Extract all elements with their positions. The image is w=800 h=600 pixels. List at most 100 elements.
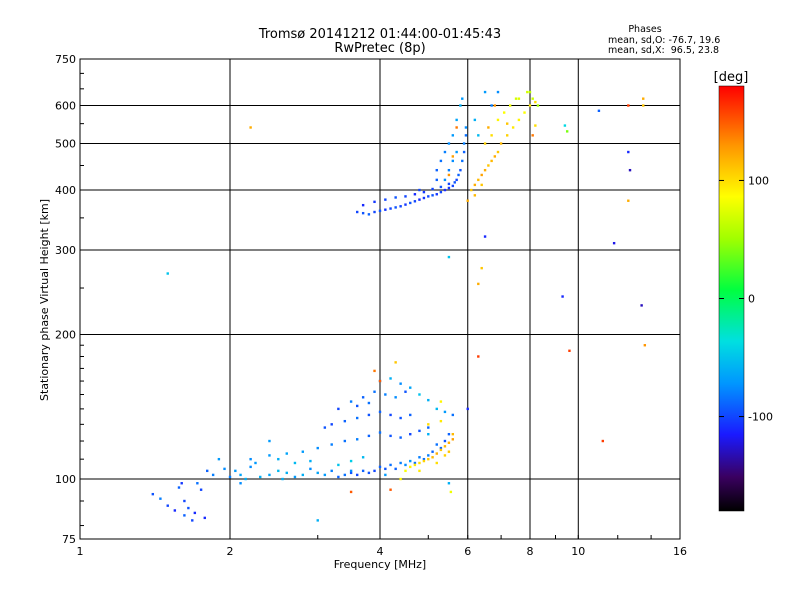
data-point [490,104,493,107]
data-point [389,488,392,491]
data-point [496,150,500,154]
data-point [249,126,252,129]
data-point [443,188,447,192]
data-point [435,461,438,465]
data-point [455,118,458,122]
data-point [439,419,443,423]
data-point [183,514,186,517]
data-point [330,469,333,473]
data-point [293,461,297,465]
data-point [413,193,417,196]
data-point [483,235,487,238]
data-point [323,426,327,429]
data-point [443,150,447,154]
data-point [431,187,434,191]
data-point [439,400,443,403]
data-point [349,490,353,494]
data-point [409,465,412,469]
data-point [330,423,333,426]
data-point [205,469,209,473]
data-point [628,168,632,172]
data-point [453,181,456,184]
data-point [389,377,392,380]
data-point [642,97,645,100]
data-point [451,134,455,137]
data-point [399,436,402,439]
data-point [330,443,333,446]
data-point [449,490,453,494]
data-point [293,475,297,479]
data-point [309,467,312,471]
data-point [487,164,490,167]
data-point [196,482,199,485]
data-point [640,304,643,307]
data-point [173,509,177,512]
data-point [447,173,451,177]
data-point [627,104,630,107]
colorbar-label: [deg] [714,70,749,85]
data-point [447,482,451,485]
data-point [361,203,365,207]
y-tick-label: 200 [55,329,76,342]
data-point [418,461,421,465]
data-point [493,155,497,158]
data-point [480,173,483,177]
data-point [389,434,392,438]
data-point [526,90,529,94]
data-point [349,469,353,473]
data-point [466,407,469,411]
data-point [477,355,480,358]
data-point [277,469,280,473]
data-point [228,475,232,479]
x-tick-label: 16 [673,545,687,558]
data-point [277,457,280,461]
data-point [477,134,480,137]
data-point [349,400,353,403]
data-point [249,465,252,469]
data-point [523,111,526,114]
data-point [409,432,412,436]
data-point [404,469,407,473]
data-point [418,393,421,396]
colorbar-ticks: 100 0 -100 [719,174,773,424]
phases-heading: Phases [628,24,661,35]
data-point [404,463,407,467]
y-tick-label: 75 [62,533,76,546]
data-point [431,194,434,197]
data-point [285,452,288,455]
data-point [477,178,480,182]
data-point [447,168,451,172]
data-point [493,104,497,107]
tick-layer: 1 2 4 6 8 10 16 75 100 200 300 400 500 600 750 [55,53,687,558]
data-point [316,446,319,450]
data-point [399,382,402,385]
data-point [466,199,469,202]
data-point [361,469,365,473]
data-point [384,473,387,477]
data-point [447,142,451,145]
data-point [480,183,483,187]
data-point [505,122,509,125]
data-point [151,492,155,496]
data-point [418,188,421,192]
data-point [499,142,503,145]
data-point [447,450,451,453]
data-point [483,90,487,94]
data-point [418,456,421,459]
data-point [367,401,371,405]
y-tick-label: 100 [55,473,76,486]
data-point [490,134,493,137]
data-point [461,97,464,100]
data-point [378,209,382,213]
data-point [301,473,305,477]
data-point [418,198,421,201]
data-point [459,168,462,172]
data-point [373,469,376,473]
data-point [177,486,181,489]
data-point [435,178,438,182]
data-point [367,213,371,216]
data-point [373,390,376,393]
colorbar-tick-label: 0 [748,293,755,306]
data-point [427,432,430,436]
